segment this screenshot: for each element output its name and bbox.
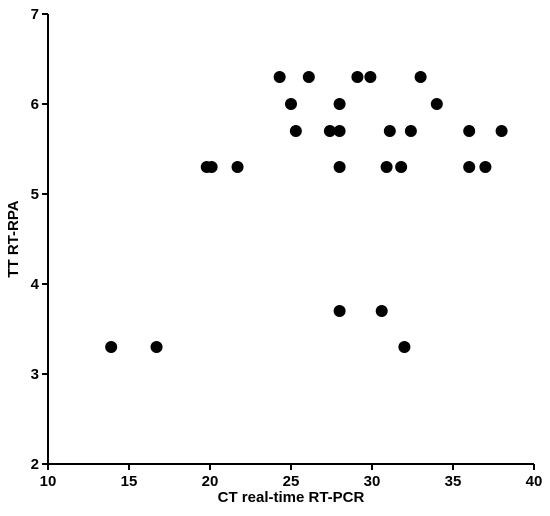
point xyxy=(495,125,508,137)
point xyxy=(463,161,476,173)
x-tick-label: 15 xyxy=(121,473,138,490)
x-tick-label: 30 xyxy=(364,473,381,490)
y-tick-label: 5 xyxy=(31,186,39,203)
point xyxy=(333,305,346,317)
point xyxy=(273,71,286,83)
point xyxy=(398,341,411,353)
point xyxy=(380,161,393,173)
y-tick-label: 7 xyxy=(31,6,39,23)
x-axis-title: CT real-time RT-PCR xyxy=(218,489,365,506)
point xyxy=(383,125,396,137)
point xyxy=(150,341,163,353)
point xyxy=(323,125,336,137)
x-tick-label: 20 xyxy=(202,473,219,490)
x-tick-label: 10 xyxy=(40,473,57,490)
y-tick-label: 4 xyxy=(31,276,40,293)
point xyxy=(289,125,302,137)
point xyxy=(231,161,244,173)
point xyxy=(302,71,315,83)
point xyxy=(479,161,492,173)
point xyxy=(333,98,346,110)
point xyxy=(404,125,417,137)
x-tick-label: 25 xyxy=(283,473,300,490)
point xyxy=(205,161,218,173)
x-tick-label: 40 xyxy=(526,473,543,490)
y-tick-label: 3 xyxy=(31,366,39,383)
y-tick-label: 6 xyxy=(31,96,39,113)
point xyxy=(351,71,364,83)
point xyxy=(333,161,346,173)
point xyxy=(364,71,377,83)
y-tick-label: 2 xyxy=(31,456,39,473)
point xyxy=(285,98,297,110)
point xyxy=(333,125,346,137)
y-axis-title: TT RT-RPA xyxy=(5,200,22,277)
point xyxy=(105,341,118,353)
point xyxy=(430,98,443,110)
point xyxy=(414,71,427,83)
point xyxy=(375,305,388,317)
point xyxy=(395,161,408,173)
point xyxy=(463,125,476,137)
x-tick-label: 35 xyxy=(445,473,462,490)
